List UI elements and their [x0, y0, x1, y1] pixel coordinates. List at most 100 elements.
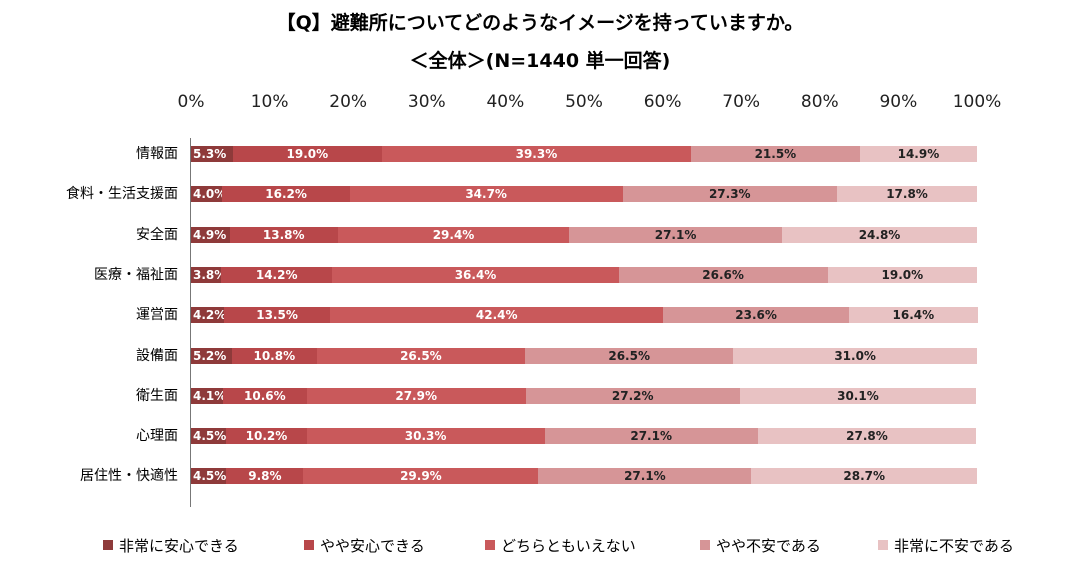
data-label: 26.5% [400, 348, 442, 363]
x-tick-label: 80% [800, 92, 839, 112]
data-label: 24.8% [858, 227, 901, 242]
y-axis-line [190, 138, 191, 507]
legend-item: 非常に不安である [878, 534, 1014, 556]
bar-segment [229, 226, 338, 243]
x-tick-label: 60% [643, 92, 682, 112]
data-label: 10.2% [245, 429, 288, 444]
bar-segment [332, 266, 619, 283]
category-label: 衛生面 [136, 387, 178, 404]
bar-segment [220, 266, 333, 283]
x-tick-label: 10% [250, 92, 289, 112]
legend-item: どちらともいえない [485, 534, 636, 556]
bar-segment [525, 347, 734, 364]
legend-item: 非常に安心できる [103, 534, 239, 556]
data-label: 39.3% [515, 147, 558, 161]
category-label: 医療・福祉面 [94, 266, 178, 283]
x-tick-label: 70% [722, 92, 761, 112]
data-label: 4.1% [193, 388, 227, 403]
bar-segment [191, 387, 224, 404]
data-label: 13.5% [256, 308, 298, 323]
bar-segment [303, 468, 539, 485]
bar-segment [191, 226, 230, 243]
bar-segment [663, 307, 849, 324]
category-label: 安全面 [136, 226, 178, 243]
bar-segment [751, 468, 977, 485]
legend-label: 非常に安心できる [119, 536, 239, 555]
category-label: 食料・生活支援面 [66, 186, 178, 203]
bar-segment [544, 428, 758, 445]
category-label: 情報面 [136, 146, 178, 162]
x-tick-label: 40% [486, 92, 525, 112]
bar-segment [226, 468, 304, 485]
data-label: 34.7% [465, 187, 507, 202]
bar-segment [223, 387, 307, 404]
bar-segment [226, 428, 307, 445]
category-label: 設備面 [136, 347, 178, 364]
data-label: 27.1% [630, 429, 672, 444]
x-tick-label: 90% [879, 92, 918, 112]
bar-segment [837, 186, 977, 203]
category-label: 運営面 [136, 307, 178, 324]
bar-segment [859, 146, 977, 162]
legend-swatch [103, 540, 113, 550]
x-tick-label: 20% [329, 92, 368, 112]
category-label: 居住性・快適性 [80, 468, 178, 485]
bar-segment [224, 307, 331, 324]
data-label: 19.0% [881, 267, 924, 282]
bar-segment [349, 186, 623, 203]
data-label: 4.9% [193, 227, 227, 242]
data-label: 10.8% [253, 348, 296, 363]
legend-label: どちらともいえない [501, 536, 636, 555]
x-tick-label: 0% [177, 92, 205, 112]
data-label: 27.1% [654, 227, 697, 242]
x-tick-label: 100% [952, 92, 1002, 112]
bar-segment [316, 347, 526, 364]
bar-segment [191, 347, 232, 364]
chart-title: 【Q】避難所についてどのようなイメージを持っていますか。 [276, 12, 804, 34]
bar-segment [848, 307, 978, 324]
bar-segment [525, 387, 740, 404]
bar-segment [757, 428, 977, 445]
bar-segment [827, 266, 977, 283]
legend-swatch [878, 540, 888, 550]
legend-swatch [304, 540, 314, 550]
legend-item: やや安心できる [304, 534, 425, 556]
bar-segment [739, 387, 977, 404]
bar-segment [232, 146, 382, 162]
data-label: 16.2% [265, 187, 307, 202]
bar-segment [191, 146, 233, 162]
legend-label: 非常に不安である [894, 536, 1014, 555]
data-label: 28.7% [843, 469, 886, 484]
bar-segment [231, 347, 317, 364]
category-label: 心理面 [136, 428, 178, 445]
data-label: 5.2% [193, 348, 227, 363]
bar-segment [191, 266, 221, 283]
data-label: 3.8% [193, 267, 227, 282]
bar-segment [306, 428, 545, 445]
data-label: 5.3% [193, 147, 227, 161]
chart-subtitle: ＜全体＞(N=1440 単一回答) [409, 50, 671, 72]
data-label: 31.0% [834, 348, 876, 363]
data-label: 23.6% [735, 308, 777, 323]
data-label: 36.4% [454, 267, 497, 282]
bar-segment [690, 146, 860, 162]
bar-segment [618, 266, 828, 283]
data-label: 14.9% [897, 147, 940, 161]
legend-label: やや安心できる [320, 536, 425, 555]
bar-segment [191, 186, 223, 203]
data-label: 27.1% [624, 469, 666, 484]
data-label: 21.5% [754, 147, 797, 161]
bar-segment [733, 347, 977, 364]
data-label: 17.8% [886, 187, 928, 202]
data-label: 13.8% [262, 227, 305, 242]
data-label: 9.8% [248, 469, 282, 484]
data-label: 26.6% [702, 267, 744, 282]
legend-item: やや不安である [700, 534, 821, 556]
data-label: 27.8% [846, 429, 888, 444]
bar-segment [337, 226, 570, 243]
bar-segment [782, 226, 977, 243]
data-label: 4.5% [193, 429, 227, 444]
bar-segment [191, 307, 224, 324]
bar-segment [191, 468, 227, 485]
